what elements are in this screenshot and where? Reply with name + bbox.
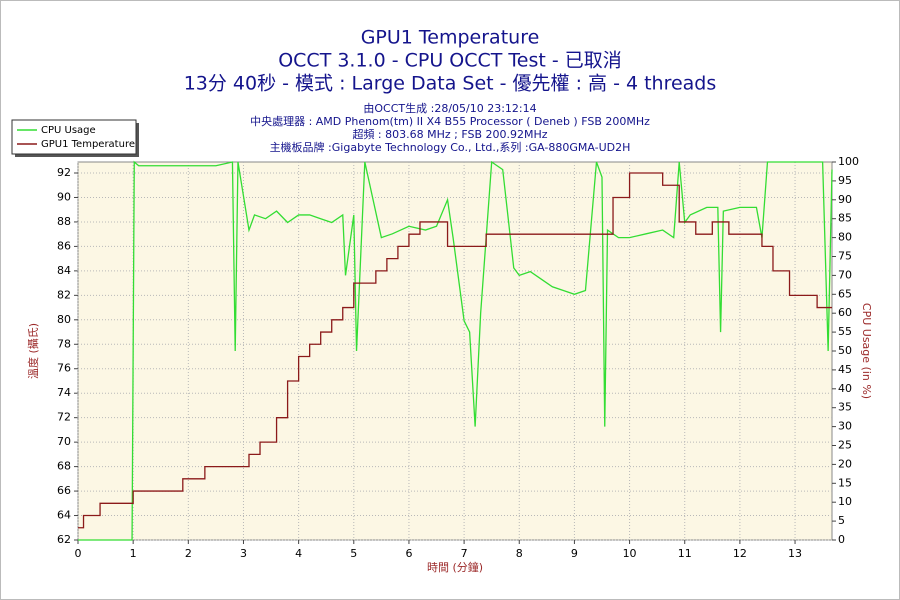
x-tick-label: 6 [405, 547, 412, 560]
y2-tick-label: 45 [838, 363, 852, 376]
x-tick-label: 9 [571, 547, 578, 560]
x-tick-label: 13 [788, 547, 802, 560]
y-tick-label: 88 [57, 215, 71, 228]
y2-tick-label: 50 [838, 344, 852, 357]
y2-tick-label: 30 [838, 420, 852, 433]
info-line: 主機板品牌 :Gigabyte Technology Co., Ltd.,系列 … [270, 140, 631, 154]
y2-tick-label: 80 [838, 231, 852, 244]
y2-tick-label: 100 [838, 155, 859, 168]
y-axis-label: 溫度 (攝氏) [26, 323, 40, 379]
y2-tick-label: 10 [838, 495, 852, 508]
y2-axis-label: CPU Usage (in %) [860, 303, 873, 399]
y-tick-label: 78 [57, 337, 71, 350]
x-tick-label: 2 [185, 547, 192, 560]
y-tick-label: 80 [57, 313, 71, 326]
y-tick-label: 62 [57, 533, 71, 546]
x-tick-label: 7 [461, 547, 468, 560]
y-tick-label: 74 [57, 386, 71, 399]
x-tick-label: 4 [295, 547, 302, 560]
x-tick-label: 0 [75, 547, 82, 560]
info-line: 中央處理器 : AMD Phenom(tm) II X4 B55 Process… [250, 114, 650, 128]
y-tick-label: 92 [57, 166, 71, 179]
y2-tick-label: 65 [838, 287, 852, 300]
y2-tick-label: 60 [838, 306, 852, 319]
info-line: 超頻 : 803.68 MHz ; FSB 200.92MHz [352, 127, 547, 141]
y2-tick-label: 90 [838, 193, 852, 206]
legend-label: GPU1 Temperature [41, 139, 135, 150]
legend-box [11, 119, 137, 155]
y-tick-label: 70 [57, 435, 71, 448]
chart-subtitle: 13分 40秒 - 模式 : Large Data Set - 優先權 : 高 … [184, 73, 717, 95]
series-line [78, 160, 833, 541]
y-tick-label: 86 [57, 239, 71, 252]
x-tick-label: 12 [733, 547, 747, 560]
y2-tick-label: 25 [838, 439, 852, 452]
y2-tick-label: 40 [838, 382, 852, 395]
x-axis-label: 時間 (分鐘) [427, 560, 483, 574]
x-tick-label: 1 [130, 547, 137, 560]
x-tick-label: 5 [350, 547, 357, 560]
info-line: 由OCCT生成 :28/05/10 23:12:14 [363, 101, 536, 115]
x-tick-label: 3 [240, 547, 247, 560]
y2-tick-label: 55 [838, 325, 852, 338]
x-tick-label: 11 [678, 547, 692, 560]
x-tick-label: 8 [516, 547, 523, 560]
legend-label: CPU Usage [41, 125, 96, 136]
y2-tick-label: 0 [838, 533, 845, 546]
y-tick-label: 72 [57, 411, 71, 424]
y-tick-label: 66 [57, 484, 71, 497]
y-tick-label: 82 [57, 288, 71, 301]
y2-tick-label: 15 [838, 476, 852, 489]
y-tick-label: 90 [57, 190, 71, 203]
series-line [78, 172, 832, 529]
y2-tick-label: 70 [838, 268, 852, 281]
y2-tick-label: 5 [838, 514, 845, 527]
y2-tick-label: 75 [838, 250, 852, 263]
chart-title: GPU1 Temperature [361, 27, 540, 49]
y-tick-label: 76 [57, 362, 71, 375]
y2-tick-label: 85 [838, 212, 852, 225]
plot-area [77, 161, 833, 541]
y2-tick-label: 20 [838, 457, 852, 470]
y-tick-label: 68 [57, 460, 71, 473]
y-tick-label: 84 [57, 264, 71, 277]
chart-subtitle: OCCT 3.1.0 - CPU OCCT Test - 已取消 [278, 50, 622, 72]
y2-tick-label: 35 [838, 401, 852, 414]
x-tick-label: 10 [623, 547, 637, 560]
y2-tick-label: 95 [838, 174, 852, 187]
y-tick-label: 64 [57, 509, 71, 522]
